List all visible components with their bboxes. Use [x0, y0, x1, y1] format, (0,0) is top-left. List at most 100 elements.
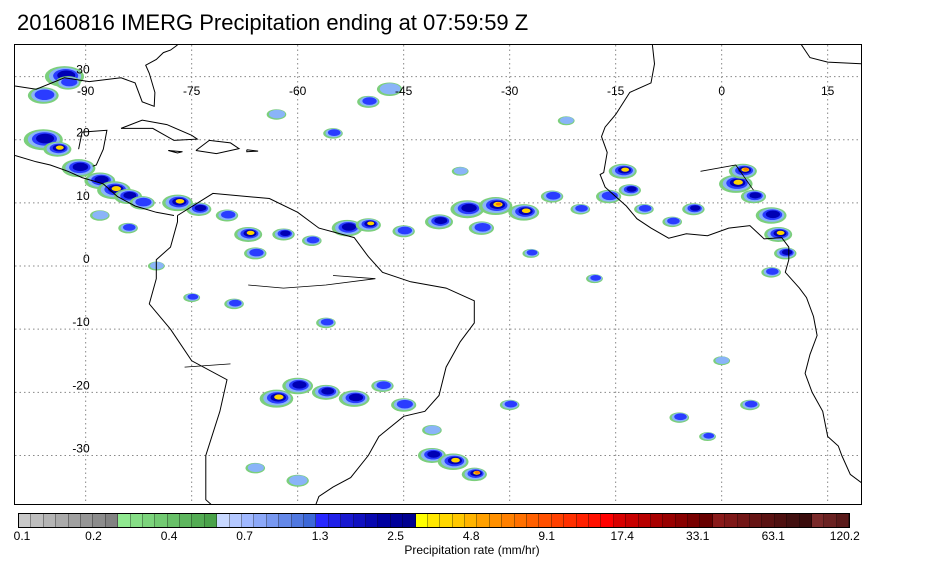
coastline-west-africa	[599, 45, 861, 484]
colorbar	[18, 513, 851, 528]
colorbar-swatch	[725, 514, 738, 527]
colorbar-swatch	[118, 514, 131, 527]
precip-cell	[453, 167, 468, 175]
coastline-central-america	[15, 155, 175, 216]
colorbar-tick-label: 17.4	[610, 529, 634, 543]
precip-cell	[626, 186, 637, 192]
longitude-label: -90	[77, 84, 95, 98]
colorbar-swatch	[229, 514, 243, 527]
longitude-label: -15	[607, 84, 625, 98]
colorbar-swatch	[588, 514, 602, 527]
colorbar-swatch	[105, 514, 119, 527]
colorbar-tick-label: 0.1	[13, 529, 31, 543]
colorbar-swatch	[539, 514, 552, 527]
colorbar-swatch	[68, 514, 81, 527]
colorbar-swatch	[279, 514, 292, 527]
colorbar-swatch	[217, 514, 230, 527]
river-line	[184, 363, 231, 368]
precip-cell	[690, 205, 701, 211]
precipitation-overlay	[23, 66, 797, 487]
precip-cell	[94, 175, 109, 184]
colorbar-swatch	[303, 514, 317, 527]
precip-cell	[306, 236, 320, 244]
precip-cell	[61, 77, 78, 87]
precip-cell	[123, 191, 137, 199]
precip-cell	[341, 223, 357, 231]
colorbar-swatch	[737, 514, 751, 527]
colorbar-swatch	[675, 514, 689, 527]
precip-cell	[776, 230, 785, 235]
precip-cell	[495, 202, 502, 206]
colorbar-swatch	[514, 514, 528, 527]
precip-cell	[187, 293, 199, 300]
coastlines	[15, 45, 861, 504]
latitude-label: 10	[76, 189, 90, 203]
colorbar-swatch	[576, 514, 589, 527]
latitude-label: 0	[83, 252, 90, 266]
coastline-cuba	[120, 119, 199, 141]
precip-cell	[135, 197, 152, 207]
precip-cell	[733, 179, 743, 185]
precip-cell	[451, 457, 460, 463]
latitude-label: 30	[76, 63, 90, 77]
latitude-label: -30	[72, 441, 90, 455]
precip-cell	[397, 226, 413, 235]
colorbar-swatch	[180, 514, 193, 527]
longitude-label: -75	[183, 84, 201, 98]
precip-cell	[34, 89, 55, 101]
colorbar-swatch	[403, 514, 416, 527]
precip-cell	[434, 217, 448, 225]
colorbar-swatch	[353, 514, 366, 527]
river-line	[248, 275, 376, 289]
colorbar-swatch	[155, 514, 168, 527]
colorbar-swatch	[365, 514, 379, 527]
colorbar-swatch	[787, 514, 800, 527]
longitude-label: 15	[821, 84, 835, 98]
colorbar-swatch	[31, 514, 44, 527]
chart-title: 20160816 IMERG Precipitation ending at 0…	[17, 10, 529, 35]
precip-cell	[521, 208, 531, 214]
precip-cell	[379, 83, 401, 95]
colorbar-swatch	[812, 514, 825, 527]
precip-cell	[111, 186, 122, 192]
colorbar-swatch	[774, 514, 788, 527]
precip-cell	[321, 387, 335, 395]
precip-cell	[362, 97, 377, 105]
precip-cell	[36, 133, 55, 144]
colorbar-swatch	[291, 514, 304, 527]
precip-cell	[667, 217, 680, 225]
longitude-label: 0	[718, 84, 725, 98]
precip-cell	[703, 432, 715, 439]
precip-cell	[249, 248, 264, 257]
precip-cell	[504, 400, 518, 408]
precip-cell	[327, 129, 341, 136]
precip-cell	[601, 191, 618, 201]
precip-cell	[749, 192, 762, 199]
colorbar-swatch	[502, 514, 515, 527]
precip-cell	[289, 475, 308, 486]
precip-cell	[280, 230, 291, 237]
colorbar-swatch	[613, 514, 627, 527]
colorbar-swatch	[43, 514, 57, 527]
colorbar-tick-label: 1.3	[311, 529, 329, 543]
precip-cell	[744, 400, 758, 408]
precip-cell	[247, 463, 264, 473]
precip-cell	[575, 205, 588, 212]
colorbar-swatch	[266, 514, 280, 527]
colorbar-swatch	[80, 514, 94, 527]
colorbar-swatch	[712, 514, 726, 527]
colorbar-swatch	[427, 514, 441, 527]
colorbar-swatch	[564, 514, 577, 527]
colorbar-swatch	[663, 514, 676, 527]
colorbar-swatch	[204, 514, 218, 527]
colorbar-swatch	[192, 514, 205, 527]
precipitation-map[interactable]: -90 -75 -60 -45 -30 -15 0 15 30 20 10 0 -10 -20 -30	[14, 44, 862, 505]
river-line	[700, 164, 754, 191]
precip-cell	[72, 162, 89, 172]
colorbar-tick-label: 120.2	[829, 529, 860, 543]
colorbar-swatch	[254, 514, 267, 527]
colorbar-swatch	[328, 514, 342, 527]
precip-cell	[546, 191, 561, 200]
colorbar-swatch	[167, 514, 181, 527]
precip-cell	[246, 230, 255, 235]
